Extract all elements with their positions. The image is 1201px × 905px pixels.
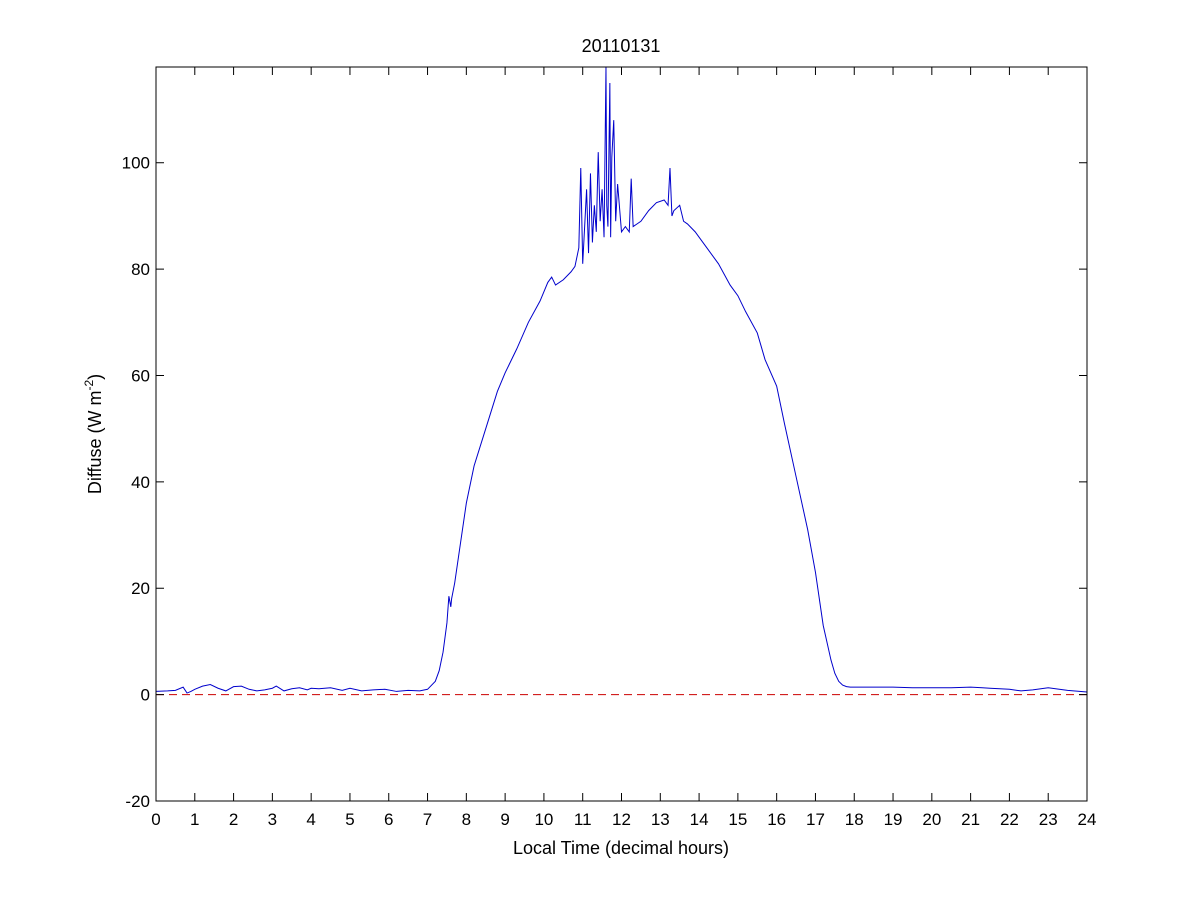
x-tick-label: 21 [961, 810, 980, 829]
x-tick-label: 2 [229, 810, 238, 829]
y-tick-label: 80 [131, 260, 150, 279]
x-tick-label: 15 [728, 810, 747, 829]
x-tick-label: 19 [884, 810, 903, 829]
x-tick-label: 11 [574, 810, 592, 829]
x-tick-label: 8 [462, 810, 471, 829]
x-tick-label: 10 [534, 810, 553, 829]
x-tick-label: 18 [845, 810, 864, 829]
x-tick-label: 24 [1078, 810, 1097, 829]
y-axis-label-superscript: -2 [82, 379, 96, 390]
x-axis: 0 1 2 3 4 5 6 7 8 9 10 11 12 13 14 15 16 17 18 19 20 21 22 23 24 [151, 67, 1096, 829]
x-tick-label: 7 [423, 810, 432, 829]
y-tick-label: 40 [131, 473, 150, 492]
y-tick-label: 100 [122, 154, 150, 173]
x-tick-label: 9 [500, 810, 509, 829]
x-tick-label: 16 [767, 810, 786, 829]
x-tick-label: 3 [268, 810, 277, 829]
y-tick-label: 60 [131, 366, 150, 385]
x-tick-label: 17 [806, 810, 825, 829]
y-tick-label: 0 [141, 686, 150, 705]
y-axis-label: Diffuse (W m-2) [82, 374, 105, 494]
x-tick-label: 12 [612, 810, 631, 829]
y-tick-label: -20 [125, 792, 150, 811]
y-axis-label-close: ) [85, 374, 105, 380]
x-tick-label: 6 [384, 810, 393, 829]
x-tick-label: 13 [651, 810, 670, 829]
x-tick-label: 5 [345, 810, 354, 829]
diffuse-series-line [156, 67, 1087, 694]
x-tick-label: 22 [1000, 810, 1019, 829]
chart-title: 20110131 [582, 36, 661, 56]
x-axis-label: Local Time (decimal hours) [513, 838, 729, 858]
x-tick-label: 20 [922, 810, 941, 829]
x-tick-label: 23 [1039, 810, 1058, 829]
x-tick-label: 1 [190, 810, 199, 829]
y-axis: -20 0 20 40 60 80 100 [122, 154, 1087, 811]
x-tick-label: 14 [690, 810, 709, 829]
x-tick-label: 0 [151, 810, 160, 829]
x-tick-label: 4 [306, 810, 315, 829]
y-axis-label-base: Diffuse (W m [85, 390, 105, 494]
y-tick-label: 20 [131, 579, 150, 598]
